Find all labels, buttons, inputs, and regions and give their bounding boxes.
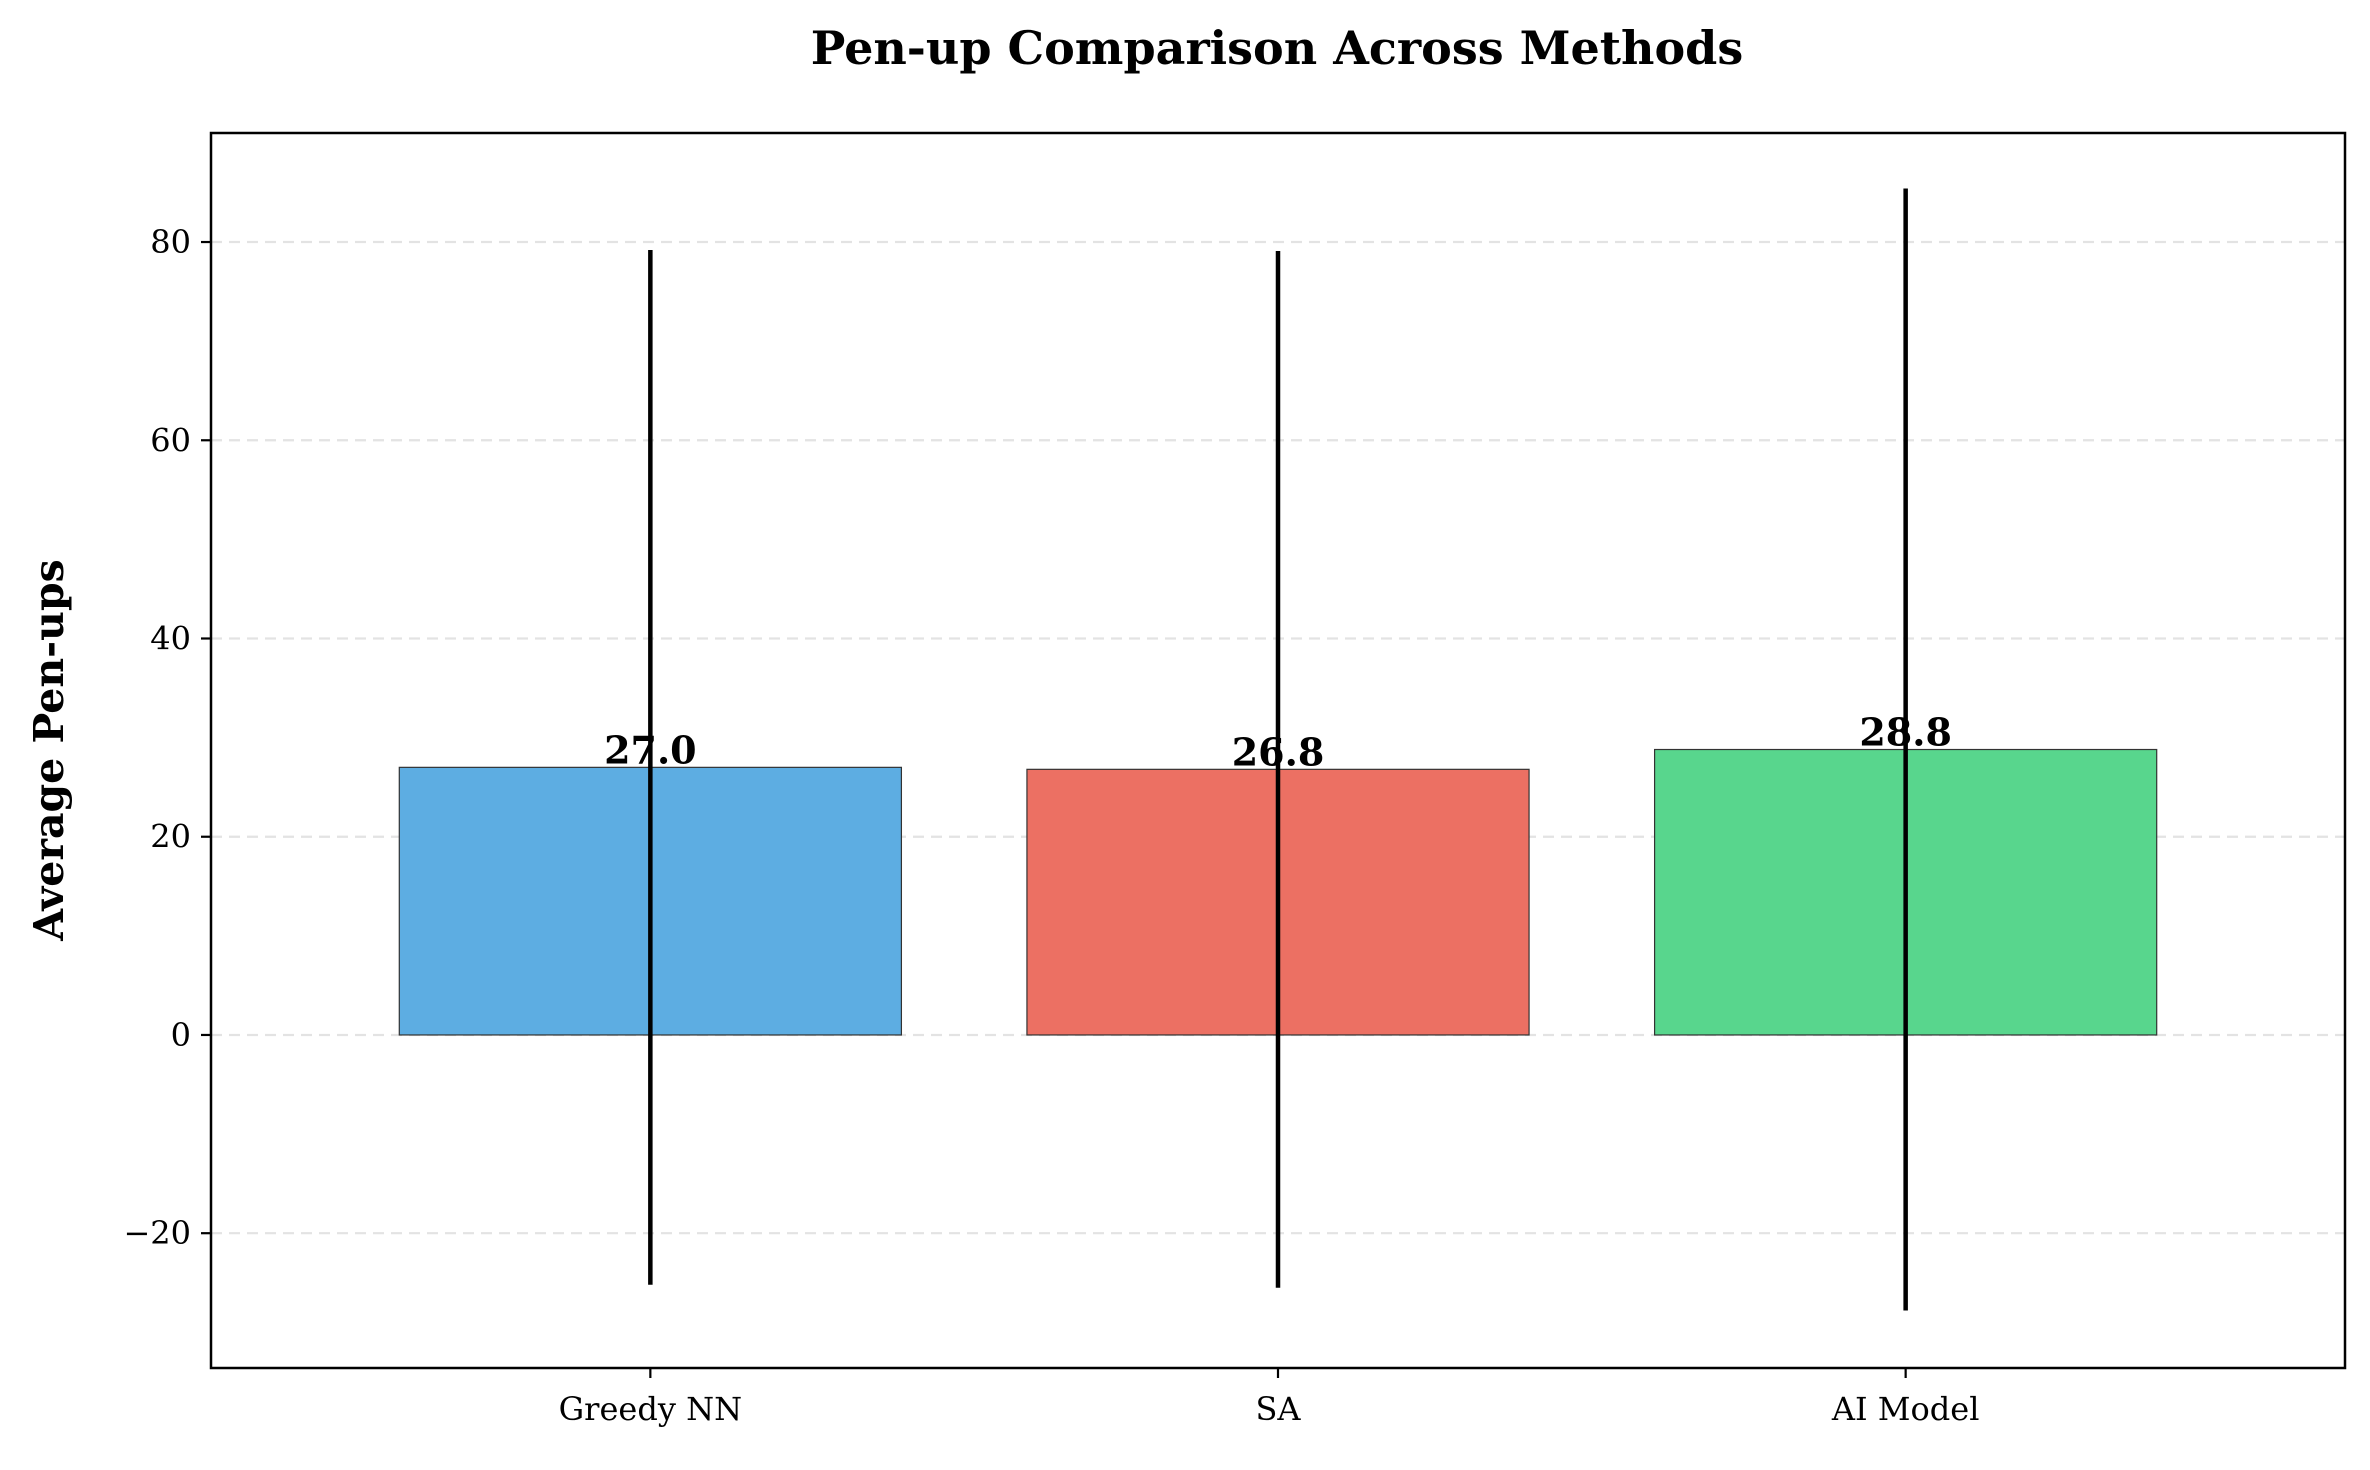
data-label: 27.0 — [604, 727, 697, 772]
x-tick-label: SA — [1255, 1390, 1301, 1428]
x-tick-label: Greedy NN — [559, 1390, 742, 1428]
x-tick-label: AI Model — [1831, 1390, 1980, 1428]
error-bars — [648, 188, 1908, 1311]
y-axis-ticks: −20 0 20 40 60 80 — [123, 223, 211, 1252]
y-axis-label: Average Pen-ups — [25, 559, 73, 941]
y-tick-label: 20 — [150, 818, 191, 856]
y-tick-label: 40 — [150, 619, 191, 657]
y-tick-label: 0 — [171, 1016, 191, 1054]
data-label: 28.8 — [1859, 710, 1952, 755]
y-tick-label: 60 — [150, 421, 191, 459]
data-labels: 27.0 26.8 28.8 — [604, 710, 1952, 775]
x-axis-ticks: Greedy NN SA AI Model — [559, 1368, 1980, 1428]
y-tick-label: 80 — [150, 223, 191, 261]
chart-title: Pen-up Comparison Across Methods — [811, 21, 1744, 75]
data-label: 26.8 — [1232, 729, 1325, 774]
y-tick-label: −20 — [123, 1214, 191, 1252]
